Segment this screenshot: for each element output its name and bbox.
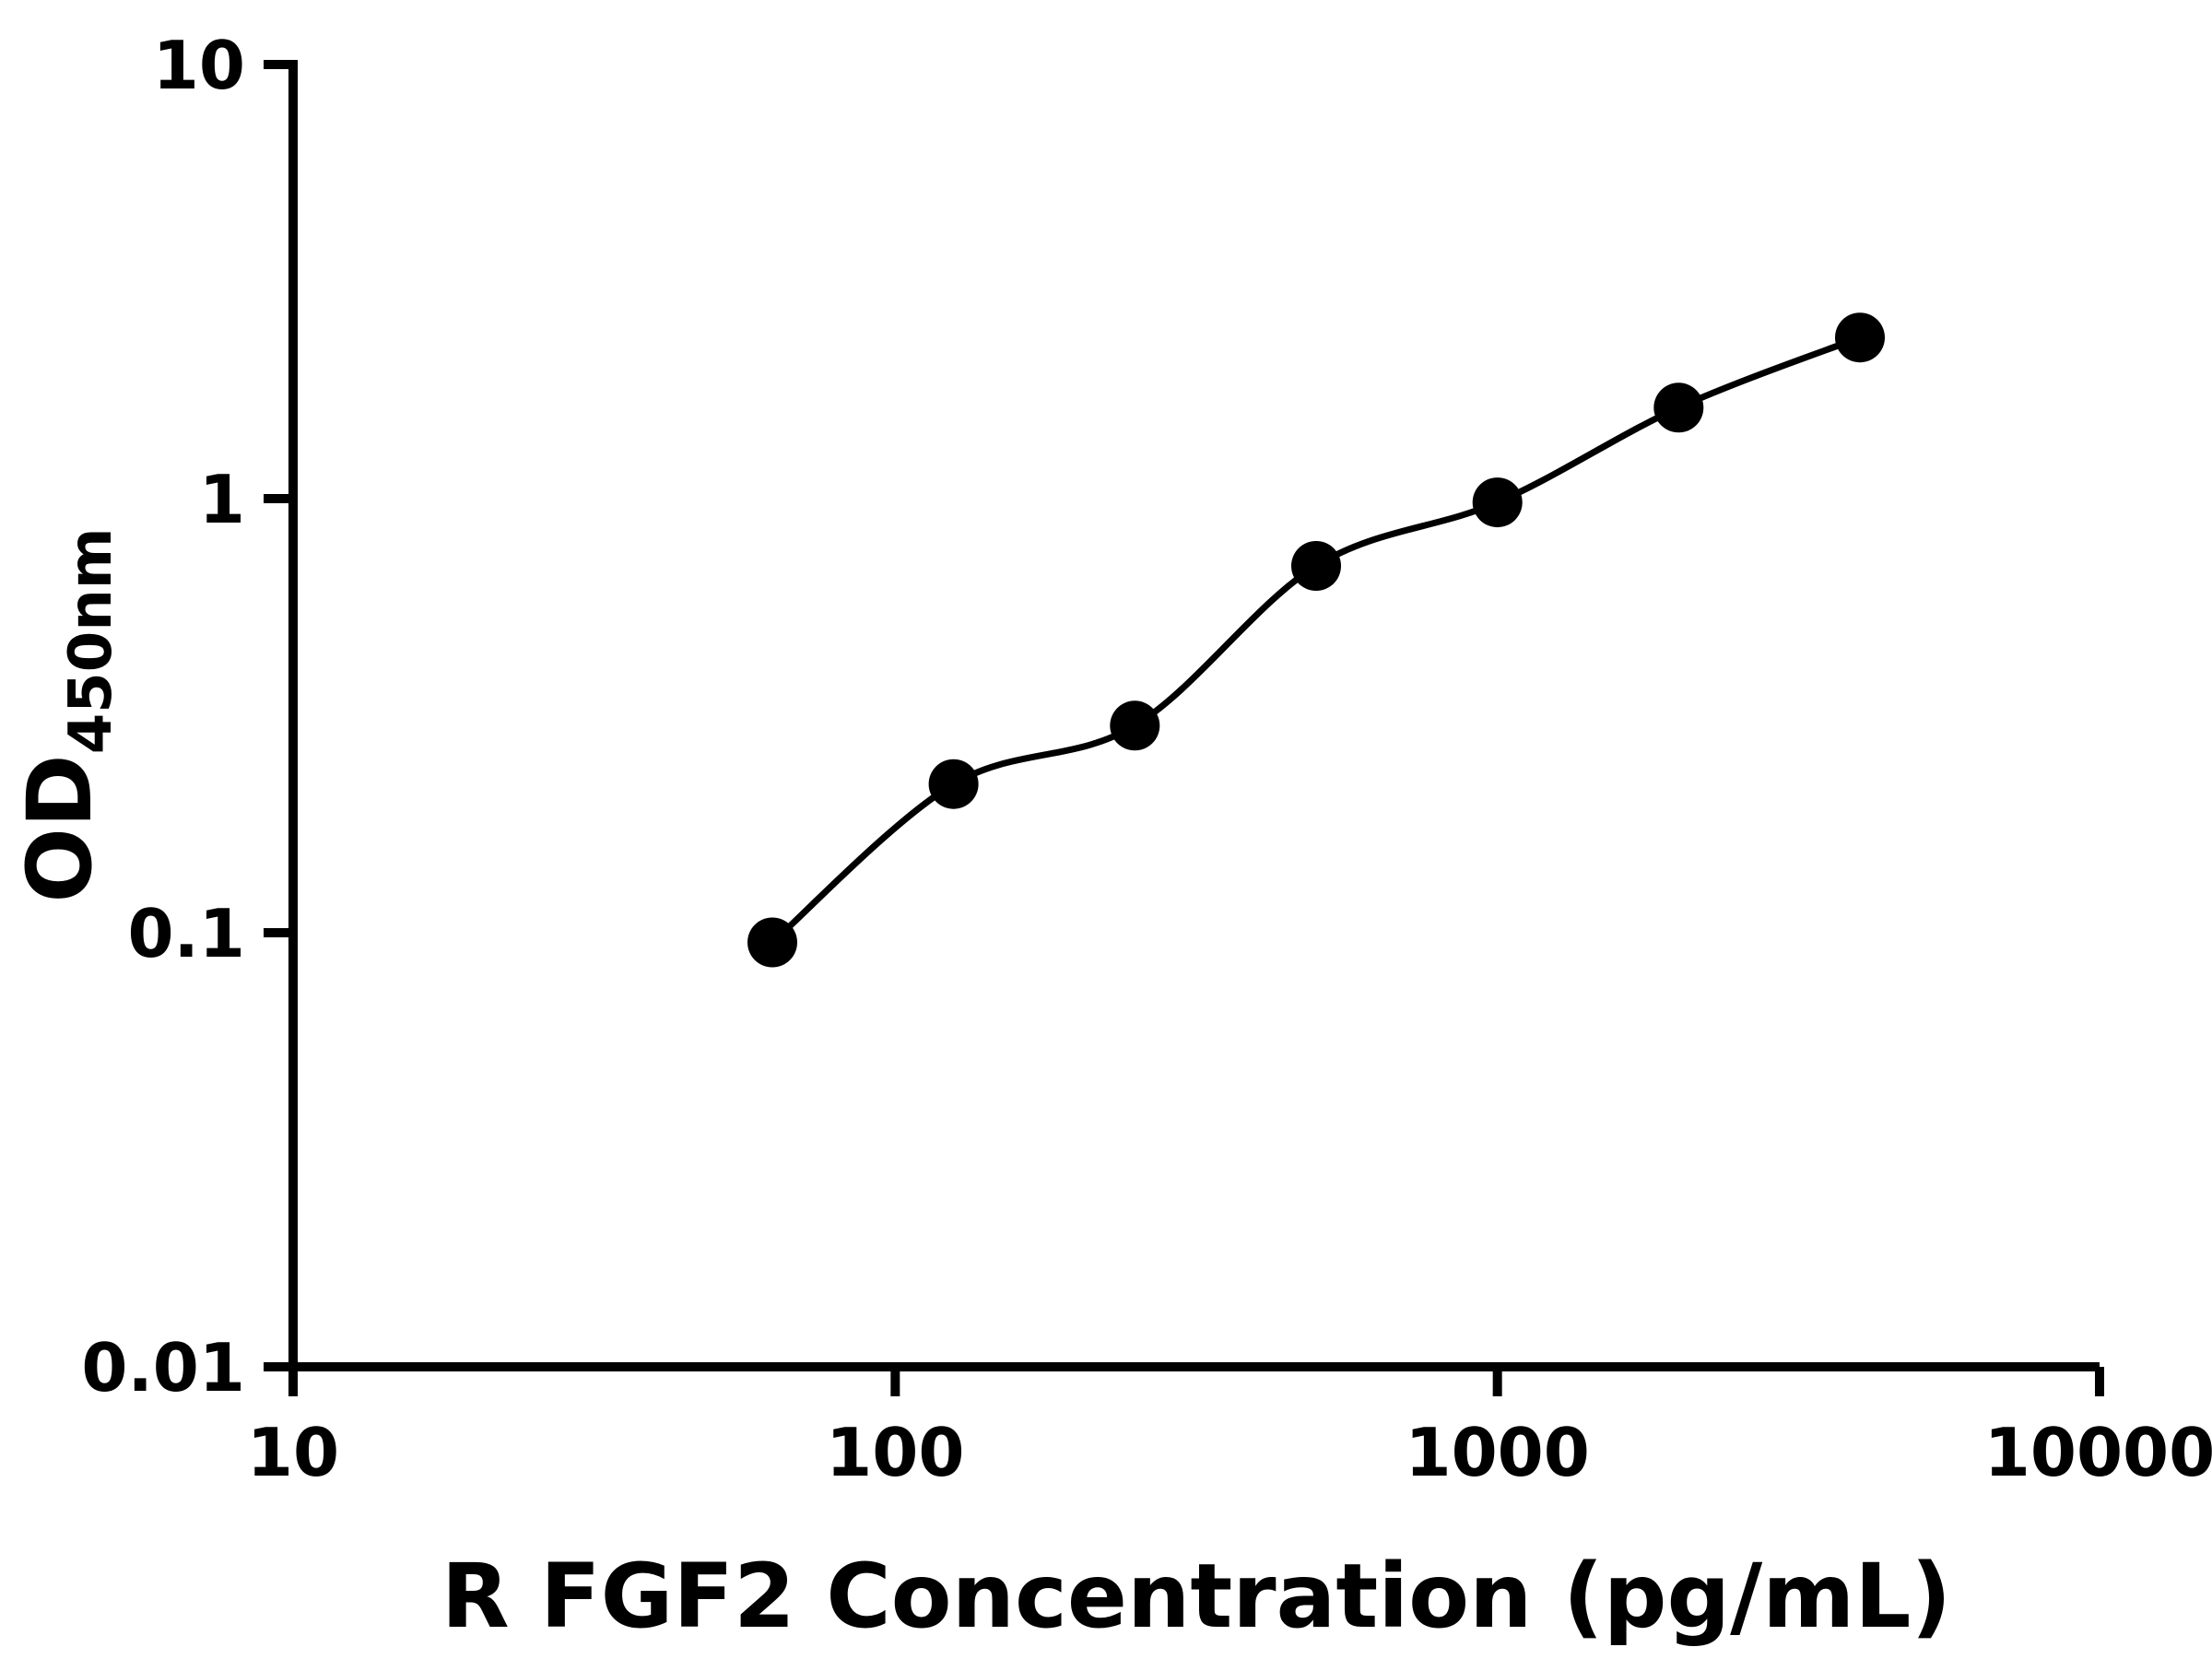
y-axis-title: OD450nm <box>8 527 125 902</box>
data-point <box>1110 700 1160 751</box>
data-point <box>1291 541 1341 591</box>
x-tick-label: 100 <box>826 1414 964 1491</box>
y-tick-label: 10 <box>153 27 245 104</box>
y-axis-title-subscript: 450nm <box>57 527 125 754</box>
x-tick-label: 10000 <box>1984 1414 2212 1491</box>
data-point <box>1472 477 1523 528</box>
axes-frame <box>288 60 2100 1371</box>
data-point <box>1653 382 1704 433</box>
data-point <box>928 759 979 809</box>
y-axis-title-main: OD <box>8 754 112 902</box>
x-axis-title: R FGF2 Concentration (pg/mL) <box>441 1545 1952 1648</box>
y-tick-label: 0.1 <box>127 895 245 972</box>
y-tick-label: 0.01 <box>81 1329 245 1406</box>
data-point <box>747 917 797 968</box>
y-tick-label: 1 <box>199 461 245 538</box>
data-point <box>1835 312 1885 363</box>
x-tick-label: 1000 <box>1405 1414 1589 1491</box>
x-tick-label: 10 <box>247 1414 339 1491</box>
fit-curve <box>769 334 1864 946</box>
